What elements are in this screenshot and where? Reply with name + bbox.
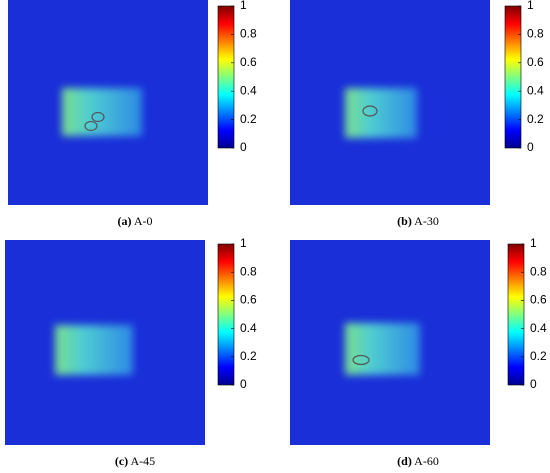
colorbar-tick-label: 0.2 bbox=[240, 349, 257, 363]
image-hotspot bbox=[345, 323, 420, 375]
colorbar-tick-label: 0.6 bbox=[527, 55, 544, 69]
colorbar-tick-label: 0.4 bbox=[527, 83, 544, 97]
colorbar-tick-label: 0.2 bbox=[530, 349, 547, 363]
colorbar-tick-label: 0.8 bbox=[240, 264, 257, 278]
defect-outline bbox=[352, 354, 370, 366]
caption-label: (c) bbox=[115, 454, 128, 468]
caption-text: A-60 bbox=[414, 454, 439, 468]
colorbar-tick-label: 1 bbox=[530, 236, 537, 250]
defect-outline bbox=[91, 111, 105, 123]
colorbar bbox=[217, 243, 235, 386]
caption-text: A-45 bbox=[131, 454, 156, 468]
colorbar bbox=[217, 5, 235, 149]
colorbar-tick-label: 0 bbox=[530, 377, 537, 391]
colorbar-tick-label: 0.6 bbox=[240, 55, 257, 69]
colorbar-tick-label: 0.6 bbox=[530, 293, 547, 307]
colorbar-tick-label: 0.4 bbox=[530, 321, 547, 335]
colorbar-tick-label: 0.8 bbox=[530, 264, 547, 278]
colorbar-tick-label: 0.8 bbox=[527, 27, 544, 41]
colorbar-tick-label: 0.4 bbox=[240, 321, 257, 335]
caption: (d) A-60 bbox=[397, 454, 439, 468]
colorbar-tick-label: 0.2 bbox=[240, 112, 257, 126]
caption-label: (b) bbox=[397, 214, 412, 228]
image-hotspot bbox=[345, 88, 417, 138]
image-hotspot bbox=[55, 325, 133, 375]
colorbar-tick-label: 0 bbox=[240, 140, 247, 154]
colorbar-tick-label: 0.8 bbox=[240, 27, 257, 41]
defect-outline bbox=[84, 120, 98, 132]
colorbar-tick-label: 1 bbox=[527, 0, 534, 12]
caption-label: (a) bbox=[117, 214, 131, 228]
colorbar-tick-label: 0 bbox=[240, 377, 247, 391]
image-hotspot bbox=[62, 88, 142, 136]
caption: (a) A-0 bbox=[117, 214, 152, 228]
caption: (c) A-45 bbox=[115, 454, 155, 468]
colorbar-tick-label: 0.6 bbox=[240, 293, 257, 307]
defect-outline bbox=[362, 105, 378, 117]
caption: (b) A-30 bbox=[397, 214, 439, 228]
colorbar bbox=[504, 5, 522, 149]
caption-label: (d) bbox=[397, 454, 412, 468]
colorbar-tick-label: 1 bbox=[240, 0, 247, 12]
colorbar bbox=[507, 243, 525, 386]
colorbar-tick-label: 1 bbox=[240, 236, 247, 250]
colorbar-tick-label: 0.2 bbox=[527, 112, 544, 126]
caption-text: A-30 bbox=[414, 214, 439, 228]
colorbar-tick-label: 0.4 bbox=[240, 83, 257, 97]
colorbar-tick-label: 0 bbox=[527, 140, 534, 154]
caption-text: A-0 bbox=[134, 214, 153, 228]
